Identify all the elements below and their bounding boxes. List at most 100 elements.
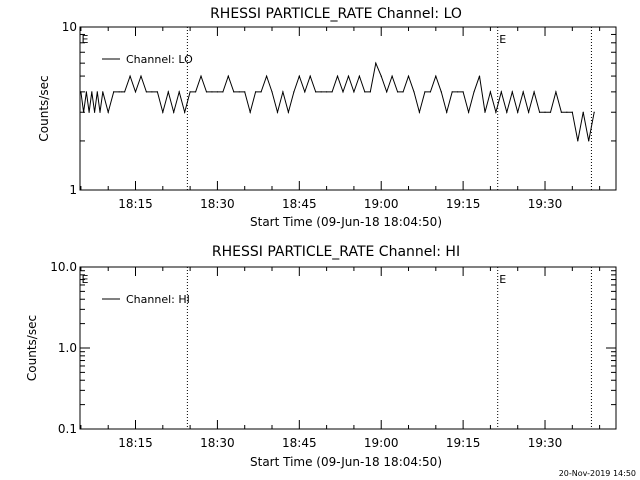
data-point: [457, 91, 459, 93]
data-point: [331, 91, 333, 93]
data-point: [380, 75, 382, 77]
data-point: [391, 75, 393, 77]
data-point: [189, 91, 191, 93]
data-point: [222, 91, 224, 93]
data-point: [396, 91, 399, 93]
x-tick-label: 18:45: [282, 436, 317, 450]
data-point: [402, 91, 404, 93]
legend-label: Channel: HI: [126, 293, 190, 306]
y-axis-label: Counts/sec: [37, 75, 51, 141]
data-point: [93, 111, 96, 113]
plot-frame: [79, 26, 617, 191]
data-point: [96, 91, 98, 93]
data-point: [184, 111, 186, 113]
x-tick-label: 18:45: [282, 197, 317, 211]
data-point: [517, 111, 519, 113]
data-point: [178, 91, 180, 93]
data-point: [495, 111, 497, 113]
data-point: [429, 91, 431, 93]
data-point: [85, 91, 87, 93]
data-point: [566, 111, 568, 113]
chart-title: RHESSI PARTICLE_RATE Channel: LO: [210, 6, 462, 22]
data-point: [435, 75, 437, 77]
x-tick-label: 18:15: [118, 436, 153, 450]
x-tick-label: 19:15: [446, 197, 481, 211]
x-tick-label: 18:30: [200, 436, 235, 450]
y-tick-label: 0.1: [58, 422, 77, 436]
data-point: [588, 140, 590, 142]
x-tick-label: 19:00: [364, 436, 399, 450]
data-point: [271, 91, 273, 93]
data-point: [369, 91, 371, 93]
data-point: [238, 91, 240, 93]
data-point: [140, 75, 142, 77]
data-point: [102, 91, 104, 93]
y-tick-label: 10.0: [50, 260, 77, 274]
data-point: [522, 91, 524, 93]
data-point: [244, 91, 246, 93]
data-point: [555, 91, 557, 93]
data-point: [577, 140, 579, 142]
data-point: [440, 91, 442, 93]
data-point: [233, 91, 235, 93]
data-point: [386, 91, 388, 93]
y-tick-label: 1.0: [58, 341, 77, 355]
data-point: [265, 75, 268, 77]
data-point: [227, 75, 229, 77]
data-point: [145, 91, 148, 93]
data-point: [216, 91, 219, 93]
data-point: [364, 91, 366, 93]
data-point: [255, 91, 257, 93]
data-point: [511, 91, 513, 93]
data-point: [211, 91, 213, 93]
data-point: [200, 75, 202, 77]
data-point: [173, 111, 175, 113]
data-point: [320, 91, 322, 93]
lo-channel-panel: RHESSI PARTICLE_RATE Channel: LO Start Ti…: [37, 6, 617, 229]
data-point: [293, 91, 295, 93]
hi-channel-panel: RHESSI PARTICLE_RATE Channel: HI Start Ti…: [25, 244, 617, 469]
data-point: [113, 91, 115, 93]
data-point: [167, 91, 169, 93]
event-marker-label: E: [82, 33, 89, 46]
data-point: [276, 111, 279, 113]
data-point: [91, 91, 93, 93]
data-point: [462, 91, 464, 93]
data-point: [260, 91, 262, 93]
x-tick-label: 19:00: [364, 197, 399, 211]
data-point: [489, 91, 492, 93]
x-tick-label: 19:15: [446, 436, 481, 450]
data-point: [500, 91, 502, 93]
data-point: [80, 91, 82, 93]
data-point: [528, 111, 530, 113]
data-point: [162, 111, 164, 113]
data-point: [451, 91, 453, 93]
data-point: [506, 111, 508, 113]
data-point: [304, 91, 306, 93]
data-point: [309, 75, 311, 77]
data-point: [287, 111, 289, 113]
data-point: [424, 91, 426, 93]
y-axis-label: Counts/sec: [25, 315, 39, 381]
data-point: [205, 91, 208, 93]
plot-frame: [79, 266, 617, 430]
event-marker-label: E: [499, 33, 506, 46]
data-point: [467, 111, 470, 113]
legend-label: Channel: LO: [126, 53, 193, 66]
data-point: [107, 111, 109, 113]
data-point: [533, 91, 535, 93]
data-point: [375, 62, 377, 64]
data-point: [358, 75, 360, 77]
data-point: [593, 111, 595, 113]
data-point: [407, 75, 410, 77]
data-point: [99, 111, 101, 113]
x-axis-label: Start Time (09-Jun-18 18:04:50): [250, 215, 442, 229]
data-point: [282, 91, 284, 93]
data-point: [88, 111, 90, 113]
data-point: [478, 75, 481, 77]
data-point: [484, 111, 486, 113]
data-point: [473, 91, 475, 93]
data-point: [418, 111, 421, 113]
y-tick-label: 10: [62, 20, 77, 34]
